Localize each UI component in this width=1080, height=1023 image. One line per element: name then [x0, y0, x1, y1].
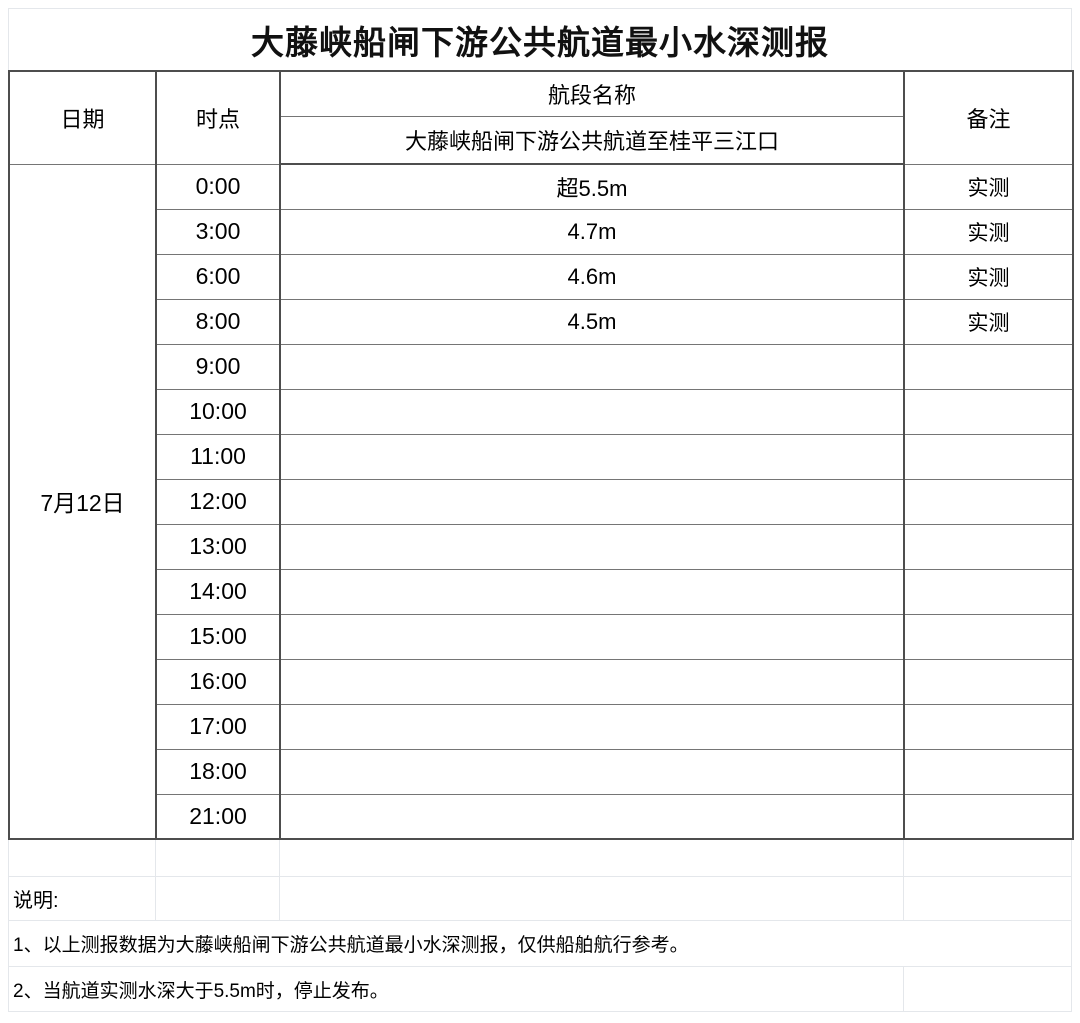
table-row: 15:00	[9, 613, 1074, 660]
main-table-wrap: 日期 时点 航段名称 备注 大藤峡船闸下游公共航道至桂平三江口 7月12日 0:…	[8, 70, 1074, 840]
depth-cell	[279, 703, 905, 750]
page-title: 大藤峡船闸下游公共航道最小水深测报	[8, 8, 1072, 70]
depth-cell: 超5.5m	[279, 163, 905, 210]
depth-cell	[279, 568, 905, 615]
header-time: 时点	[155, 70, 281, 165]
remark-cell	[903, 433, 1074, 480]
table-row: 3:00 4.7m 实测	[9, 208, 1074, 255]
note-row-2: 2、当航道实测水深大于5.5m时，停止发布。	[9, 967, 1071, 1012]
header-row-1: 日期 时点 航段名称 备注	[8, 70, 1074, 165]
depth-cell	[279, 433, 905, 480]
time-cell: 17:00	[155, 703, 281, 750]
time-cell: 8:00	[155, 298, 281, 345]
time-cell: 0:00	[155, 163, 281, 210]
time-cell: 12:00	[155, 478, 281, 525]
header-section: 航段名称	[279, 70, 905, 117]
notes-section: 说明: 1、以上测报数据为大藤峡船闸下游公共航道最小水深测报，仅供船舶航行参考。…	[8, 840, 1072, 1012]
time-cell: 16:00	[155, 658, 281, 705]
table-row: 21:00	[9, 793, 1074, 840]
header-date: 日期	[8, 70, 157, 165]
time-cell: 21:00	[155, 793, 281, 840]
remark-cell	[903, 613, 1074, 660]
depth-cell: 4.5m	[279, 298, 905, 345]
remark-cell: 实测	[903, 253, 1074, 300]
time-cell: 6:00	[155, 253, 281, 300]
time-cell: 3:00	[155, 208, 281, 255]
depth-cell: 4.7m	[279, 208, 905, 255]
table-row: 9:00	[9, 343, 1074, 390]
table-row: 6:00 4.6m 实测	[9, 253, 1074, 300]
remark-cell	[903, 658, 1074, 705]
depth-cell: 4.6m	[279, 253, 905, 300]
date-cell: 7月12日	[8, 163, 157, 840]
table-row: 12:00	[9, 478, 1074, 525]
table-row: 8:00 4.5m 实测	[9, 298, 1074, 345]
header-row-2: 大藤峡船闸下游公共航道至桂平三江口	[9, 115, 1073, 165]
notes-label-row: 说明:	[9, 877, 1071, 921]
note-item-1: 1、以上测报数据为大藤峡船闸下游公共航道最小水深测报，仅供船舶航行参考。	[13, 935, 689, 956]
main-table: 日期 时点 航段名称 备注 大藤峡船闸下游公共航道至桂平三江口 7月12日 0:…	[8, 70, 1074, 840]
time-cell: 13:00	[155, 523, 281, 570]
remark-cell	[903, 748, 1074, 795]
depth-cell	[279, 478, 905, 525]
table-row: 7月12日 0:00 超5.5m 实测	[8, 163, 1074, 840]
time-cell: 9:00	[155, 343, 281, 390]
note-row-1: 1、以上测报数据为大藤峡船闸下游公共航道最小水深测报，仅供船舶航行参考。	[9, 921, 1071, 967]
remark-cell	[903, 703, 1074, 750]
notes-label: 说明:	[9, 877, 156, 920]
table-row: 17:00	[9, 703, 1074, 750]
depth-cell	[279, 748, 905, 795]
remark-cell: 实测	[903, 163, 1074, 210]
header-section-route: 大藤峡船闸下游公共航道至桂平三江口	[279, 115, 905, 165]
note-item-2: 2、当航道实测水深大于5.5m时，停止发布。	[9, 967, 904, 1011]
spacer-row	[9, 840, 1071, 877]
remark-cell	[903, 793, 1074, 840]
time-cell: 18:00	[155, 748, 281, 795]
remark-cell	[903, 568, 1074, 615]
remark-cell	[903, 478, 1074, 525]
table-row: 16:00	[9, 658, 1074, 705]
time-cell: 10:00	[155, 388, 281, 435]
depth-cell	[279, 793, 905, 840]
remark-cell	[903, 523, 1074, 570]
table-row: 18:00	[9, 748, 1074, 795]
table-row: 10:00	[9, 388, 1074, 435]
remark-cell	[903, 388, 1074, 435]
depth-cell	[279, 658, 905, 705]
time-cell: 15:00	[155, 613, 281, 660]
remark-cell: 实测	[903, 298, 1074, 345]
table-row: 13:00	[9, 523, 1074, 570]
table-row: 11:00	[9, 433, 1074, 480]
depth-cell	[279, 613, 905, 660]
remark-cell: 实测	[903, 208, 1074, 255]
table-row: 14:00	[9, 568, 1074, 615]
remark-cell	[903, 343, 1074, 390]
depth-cell	[279, 388, 905, 435]
time-cell: 11:00	[155, 433, 281, 480]
time-cell: 14:00	[155, 568, 281, 615]
depth-cell	[279, 343, 905, 390]
header-remark: 备注	[903, 70, 1074, 165]
depth-cell	[279, 523, 905, 570]
